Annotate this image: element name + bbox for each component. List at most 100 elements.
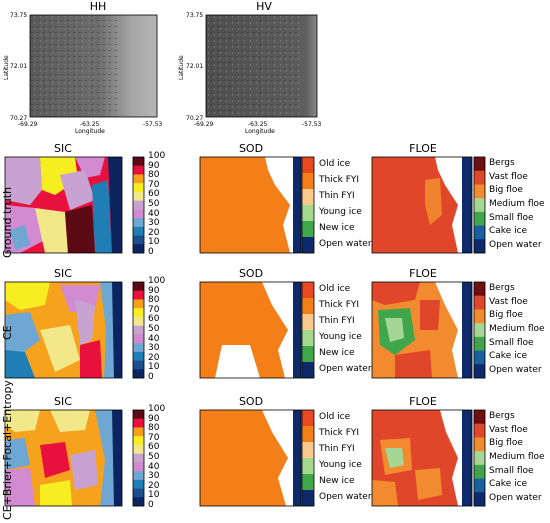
floe-legend-label: Bergs: [489, 282, 515, 293]
sic-colorbar-segment: [133, 218, 144, 228]
sod-legend-swatch: [302, 237, 314, 254]
gt-sic-map: [4, 156, 123, 254]
sic-colorbar-tick: 100: [148, 404, 166, 414]
sod-legend-swatch: [302, 205, 314, 222]
sic-colorbar-tick: 70: [148, 304, 160, 315]
sic-colorbar-segment: [133, 209, 144, 219]
hv-xtick-mid: -63.25: [248, 121, 268, 128]
sic-colorbar-segment: [133, 299, 144, 309]
sod-legend-swatch: [302, 221, 314, 238]
hh-ylabel: Latitude: [3, 55, 10, 80]
floe-legend-swatch: [474, 282, 485, 297]
floe-legend-label: Big floe: [489, 438, 523, 449]
sic-colorbar-tick: 60: [148, 442, 160, 453]
sic-colorbar-tick: 30: [148, 471, 160, 482]
floe-legend-frame: [473, 409, 486, 507]
sod-legend-label: Old ice: [319, 159, 351, 169]
hv-xtick-left: -69.29: [194, 121, 214, 128]
floe-legend-label: Vast floe: [489, 296, 528, 307]
row2-floe-title: FLOE: [409, 267, 437, 280]
sic-colorbar-tick: 60: [148, 314, 160, 325]
floe-legend-label: Open water: [489, 365, 542, 376]
floe-legend-label: Open water: [489, 493, 542, 504]
row-label-ce: CE: [1, 325, 14, 340]
sic-colorbar-tick: 20: [148, 480, 160, 491]
hv-title: HV: [256, 0, 272, 13]
sic-colorbar-tick: 20: [148, 352, 160, 363]
sic-colorbar-frame: [132, 156, 145, 254]
sic-colorbar-segment: [133, 282, 144, 292]
floe-legend-label: Cake ice: [489, 226, 528, 237]
sic-colorbar-segment: [133, 200, 144, 210]
sod-legend-label: Thick FYI: [319, 428, 360, 438]
sod-legend-label: Open water: [319, 239, 372, 249]
floe-legend-swatch: [474, 423, 485, 438]
sic-colorbar-segment: [133, 462, 144, 472]
gt-sod-map: [199, 156, 302, 254]
sic-colorbar-segment: [133, 497, 144, 507]
sic-colorbar-segment: [133, 165, 144, 175]
row1-sic-title: SIC: [54, 142, 72, 155]
sic-colorbar-tick: 100: [148, 151, 166, 161]
sic-colorbar-segment: [133, 226, 144, 236]
hh-ytick-bottom: 70.27: [10, 115, 28, 122]
floe-legend-swatch: [474, 451, 485, 466]
floe-legend-swatch: [474, 170, 485, 185]
sic-colorbar-segment: [133, 479, 144, 489]
sic-colorbar-segment: [133, 418, 144, 428]
floe-legend-swatch: [474, 309, 485, 324]
ce-floe-map: [371, 281, 473, 379]
sod-legend-label: Old ice: [319, 284, 351, 294]
sod-legend-label: Thin FYI: [319, 191, 355, 201]
sic-colorbar-tick: 50: [148, 452, 160, 462]
sic-colorbar-segment: [133, 453, 144, 463]
sic-colorbar-tick: 80: [148, 423, 160, 434]
sic-colorbar-tick: 20: [148, 227, 160, 238]
sic-colorbar-segment: [133, 244, 144, 254]
sod-legend-label: Thick FYI: [319, 300, 360, 310]
sic-colorbar-tick: 40: [148, 461, 160, 472]
sod-legend-swatch: [302, 298, 314, 315]
sic-colorbar-tick: 0: [148, 500, 154, 510]
sic-colorbar-tick: 10: [148, 362, 160, 373]
ce-sod-map: [199, 281, 302, 379]
sod-legend-label: Open water: [319, 492, 372, 502]
floe-legend-swatch: [474, 198, 485, 213]
sic-colorbar-segment: [133, 174, 144, 184]
sic-colorbar-segment: [133, 360, 144, 370]
sod-legend-swatch: [302, 314, 314, 331]
row1-floe-title: FLOE: [409, 142, 437, 155]
sic-colorbar-segment: [133, 235, 144, 245]
floe-legend-swatch: [474, 364, 485, 379]
sod-legend-swatch: [302, 362, 314, 379]
cbfe-floe-map: [371, 409, 473, 507]
floe-legend-label: Cake ice: [489, 479, 528, 490]
floe-legend-swatch: [474, 464, 485, 479]
floe-legend-swatch: [474, 478, 485, 493]
sod-legend-label: Young ice: [319, 332, 362, 342]
sic-colorbar-tick: 10: [148, 237, 160, 248]
floe-legend-label: Big floe: [489, 310, 523, 321]
sod-legend-swatch: [302, 330, 314, 347]
floe-legend-label: Bergs: [489, 157, 515, 168]
sic-colorbar-tick: 40: [148, 333, 160, 344]
sic-colorbar-tick: 0: [148, 372, 154, 382]
sic-colorbar-segment: [133, 471, 144, 481]
sod-legend-swatch: [302, 490, 314, 507]
floe-legend-swatch: [474, 225, 485, 240]
floe-legend-swatch: [474, 295, 485, 310]
sic-colorbar-tick: 30: [148, 343, 160, 354]
hh-xtick-left: -69.29: [18, 121, 38, 128]
sod-legend-label: New ice: [319, 348, 355, 358]
floe-legend-label: Vast floe: [489, 424, 528, 435]
row3-sic-title: SIC: [54, 395, 72, 408]
sod-legend-swatch: [302, 458, 314, 475]
sic-colorbar-tick: 80: [148, 295, 160, 306]
gt-floe-map: [371, 156, 473, 254]
sic-colorbar-frame: [132, 281, 145, 379]
sic-colorbar-tick: 0: [148, 247, 154, 257]
sic-colorbar-segment: [133, 343, 144, 353]
